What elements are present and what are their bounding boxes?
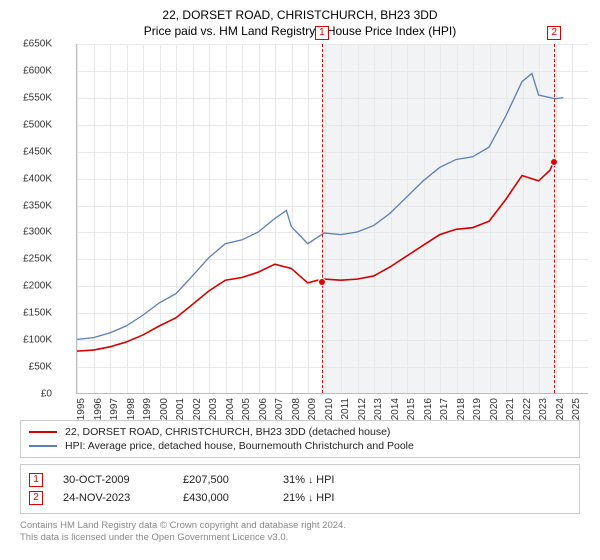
y-tick-label: £50K [29, 362, 52, 373]
x-tick-label: 1997 [109, 398, 120, 420]
x-tick-label: 2024 [555, 398, 566, 420]
transaction-delta: 31% ↓ HPI [283, 474, 334, 486]
series-line-hpi [77, 74, 563, 340]
arrow-down-icon: ↓ [308, 493, 313, 504]
y-tick-label: £100K [23, 335, 52, 346]
x-tick-label: 2009 [307, 398, 318, 420]
event-dashline [322, 44, 323, 393]
x-tick-label: 2002 [192, 398, 203, 420]
legend: 22, DORSET ROAD, CHRISTCHURCH, BH23 3DD … [20, 420, 580, 458]
page-subtitle: Price paid vs. HM Land Registry's House … [10, 24, 590, 38]
x-tick-label: 2005 [241, 398, 252, 420]
x-tick-label: 2018 [456, 398, 467, 420]
legend-swatch [29, 431, 57, 433]
y-tick-label: £550K [23, 92, 52, 103]
page-title: 22, DORSET ROAD, CHRISTCHURCH, BH23 3DD [10, 8, 590, 22]
transaction-price: £207,500 [183, 474, 263, 486]
x-tick-label: 2013 [373, 398, 384, 420]
sale-point-marker [318, 278, 326, 286]
x-tick-label: 2022 [522, 398, 533, 420]
x-tick-label: 2020 [489, 398, 500, 420]
x-tick-label: 2025 [571, 398, 582, 420]
y-tick-label: £200K [23, 281, 52, 292]
arrow-down-icon: ↓ [308, 475, 313, 486]
legend-swatch [29, 445, 57, 447]
legend-item: 22, DORSET ROAD, CHRISTCHURCH, BH23 3DD … [29, 425, 571, 439]
transaction-marker: 1 [29, 473, 43, 487]
transaction-row: 1 30-OCT-2009 £207,500 31% ↓ HPI [29, 471, 571, 489]
x-tick-label: 2007 [274, 398, 285, 420]
x-tick-label: 2006 [258, 398, 269, 420]
x-tick-label: 2001 [175, 398, 186, 420]
y-tick-label: £150K [23, 308, 52, 319]
transactions-table: 1 30-OCT-2009 £207,500 31% ↓ HPI 2 24-NOV-202… [20, 464, 580, 514]
y-tick-label: £450K [23, 146, 52, 157]
x-tick-label: 2012 [357, 398, 368, 420]
y-tick-label: £400K [23, 173, 52, 184]
x-tick-label: 2011 [340, 398, 351, 420]
legend-label: 22, DORSET ROAD, CHRISTCHURCH, BH23 3DD … [65, 426, 390, 438]
x-tick-label: 1999 [142, 398, 153, 420]
x-tick-label: 2016 [423, 398, 434, 420]
legend-label: HPI: Average price, detached house, Bour… [65, 440, 414, 452]
x-tick-label: 2004 [225, 398, 236, 420]
transaction-row: 2 24-NOV-2023 £430,000 21% ↓ HPI [29, 489, 571, 507]
y-tick-label: £250K [23, 254, 52, 265]
series-end-marker [550, 158, 558, 166]
footer-line: This data is licensed under the Open Gov… [20, 532, 580, 544]
y-tick-label: £300K [23, 227, 52, 238]
transaction-delta: 21% ↓ HPI [283, 492, 334, 504]
x-tick-label: 2023 [538, 398, 549, 420]
x-tick-label: 2014 [390, 398, 401, 420]
transaction-price: £430,000 [183, 492, 263, 504]
x-tick-label: 2021 [505, 398, 516, 420]
y-tick-label: £600K [23, 65, 52, 76]
footer-line: Contains HM Land Registry data © Crown c… [20, 520, 580, 532]
legend-item: HPI: Average price, detached house, Bour… [29, 439, 571, 453]
price-chart: £0£50K£100K£150K£200K£250K£300K£350K£400… [32, 44, 588, 416]
event-marker: 1 [315, 26, 329, 40]
x-tick-label: 2000 [159, 398, 170, 420]
y-tick-label: £350K [23, 200, 52, 211]
transaction-date: 30-OCT-2009 [63, 474, 163, 486]
x-tick-label: 1998 [126, 398, 137, 420]
x-tick-label: 2008 [291, 398, 302, 420]
y-tick-label: £650K [23, 39, 52, 50]
event-marker: 2 [547, 26, 561, 40]
x-tick-label: 2003 [208, 398, 219, 420]
event-dashline [554, 44, 555, 393]
footer-attribution: Contains HM Land Registry data © Crown c… [20, 520, 580, 544]
x-tick-label: 1995 [76, 398, 87, 420]
x-tick-label: 2015 [406, 398, 417, 420]
x-tick-label: 1996 [93, 398, 104, 420]
x-tick-label: 2017 [439, 398, 450, 420]
transaction-marker: 2 [29, 491, 43, 505]
y-tick-label: £500K [23, 119, 52, 130]
y-tick-label: £0 [41, 389, 52, 400]
x-tick-label: 2010 [324, 398, 335, 420]
series-line-property [77, 162, 553, 351]
transaction-date: 24-NOV-2023 [63, 492, 163, 504]
x-tick-label: 2019 [472, 398, 483, 420]
